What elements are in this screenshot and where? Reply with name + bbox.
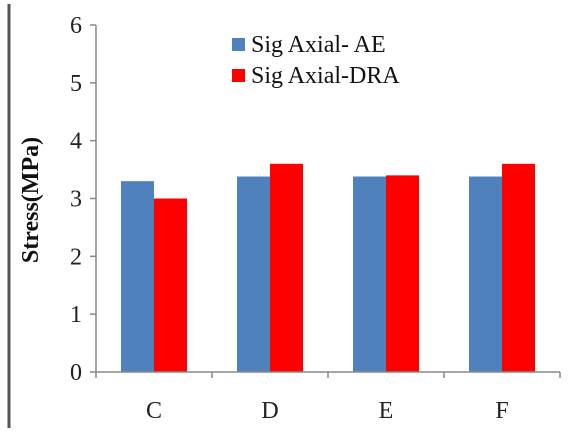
bar-E-series-2 <box>386 175 419 372</box>
y-axis-title: Stress(MPa) <box>18 137 44 263</box>
bars <box>121 163 535 372</box>
x-tick-label: E <box>379 398 394 424</box>
bar-C-series-2 <box>154 198 187 372</box>
bar-F-series-2 <box>502 163 535 372</box>
legend: Sig Axial- AE Sig Axial-DRA <box>232 32 400 89</box>
y-tick-label: 5 <box>70 71 82 97</box>
y-tick-label: 1 <box>70 302 82 328</box>
bar-D-series-1 <box>237 176 270 372</box>
x-axis-ticks: C D E F <box>95 372 561 424</box>
legend-swatch-2 <box>232 69 245 82</box>
x-tick-label: D <box>261 398 278 424</box>
legend-label-1: Sig Axial- AE <box>251 32 386 58</box>
legend-label-2: Sig Axial-DRA <box>251 63 400 89</box>
x-tick-label: F <box>495 398 508 424</box>
bar-E-series-1 <box>353 176 386 372</box>
y-tick-label: 2 <box>70 244 82 270</box>
bar-D-series-2 <box>270 163 303 372</box>
legend-swatch-1 <box>232 38 245 51</box>
y-tick-label: 0 <box>70 360 82 386</box>
y-axis-ticks: 0 1 2 3 4 5 6 <box>70 13 96 386</box>
y-tick-label: 3 <box>70 187 82 213</box>
y-tick-label: 4 <box>70 129 82 155</box>
bar-F-series-1 <box>469 176 502 372</box>
bar-C-series-1 <box>121 181 154 372</box>
x-tick-label: C <box>146 398 162 424</box>
y-tick-label: 6 <box>70 13 82 39</box>
